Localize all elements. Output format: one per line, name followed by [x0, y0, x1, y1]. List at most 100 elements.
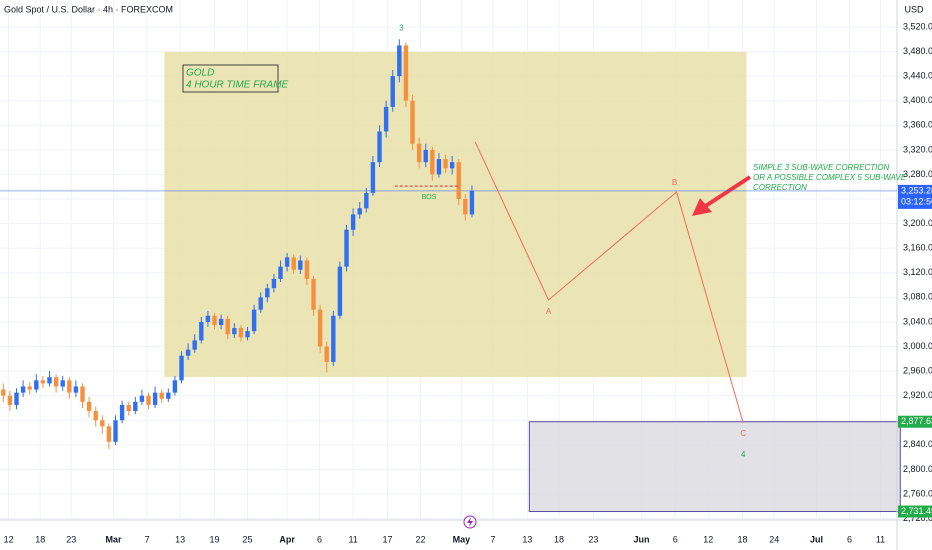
candle-body	[73, 386, 79, 393]
x-tick-label: 25	[243, 534, 253, 544]
candle-body	[383, 106, 389, 132]
candle-body	[291, 257, 296, 270]
price-tag	[898, 184, 932, 209]
x-tick-label: 18	[554, 534, 564, 544]
x-tick-label: 13	[175, 534, 185, 544]
candle-body	[80, 386, 85, 402]
zone	[528, 421, 901, 513]
candle-body	[152, 392, 158, 405]
candle-body	[100, 420, 105, 427]
y-tick-label: 2,720.00	[903, 513, 932, 523]
candle-body	[232, 328, 237, 335]
candle-body	[344, 229, 349, 267]
candle-body	[159, 392, 164, 399]
wave-label: B	[672, 178, 677, 187]
candle-body	[284, 257, 290, 267]
candle-body	[331, 315, 336, 362]
candle-body	[390, 76, 395, 107]
y-tick-label: 3,160.00	[903, 243, 932, 253]
chart-title: Gold Spot / U.S. Dollar · 4h · FOREXCOM	[4, 4, 173, 14]
candle-body	[133, 401, 138, 412]
candle-body	[456, 162, 461, 200]
candle-body	[238, 328, 244, 338]
y-tick-label: 2,760.00	[903, 488, 932, 498]
candle-body	[337, 266, 343, 316]
x-tick-label: Apr	[279, 534, 295, 544]
price-tag-label: 2,731.49	[901, 506, 932, 516]
bos-label: BOS	[422, 194, 437, 201]
candle-body	[185, 349, 191, 356]
candle-body	[265, 288, 270, 298]
candle-body	[34, 380, 39, 390]
candle-body	[146, 395, 151, 405]
candle-body	[218, 318, 224, 326]
candle-body	[225, 318, 230, 335]
candle-body	[166, 392, 171, 399]
wave-label: A	[546, 307, 552, 316]
x-tick-label: 11	[876, 534, 885, 544]
y-tick-label: 3,280.00	[903, 169, 932, 179]
candle-body	[1, 389, 6, 396]
candle-body	[93, 411, 98, 421]
x-tick-label: 6	[673, 534, 678, 544]
x-tick-label: 12	[703, 534, 713, 544]
candle-body	[245, 331, 250, 338]
candle-body	[350, 214, 356, 230]
x-tick-label: 12	[4, 534, 14, 544]
wave-label: 4	[741, 450, 746, 459]
candle-body	[436, 159, 442, 175]
price-tag-label: 2,877.63	[901, 416, 932, 426]
candle-body	[251, 309, 257, 332]
candle-body	[172, 380, 178, 393]
candle-body	[53, 377, 59, 387]
x-tick-label: 23	[588, 534, 598, 544]
candle-body	[179, 355, 184, 381]
candle-body	[126, 404, 131, 412]
y-tick-label: 3,200.00	[903, 218, 932, 228]
y-tick-label: 2,840.00	[903, 439, 932, 449]
y-tick-label: 3,440.00	[903, 71, 932, 81]
wave-label: C	[740, 429, 746, 438]
candle-body	[14, 392, 19, 405]
candle-body	[106, 426, 112, 442]
wave-path	[474, 141, 744, 424]
candle-body	[370, 162, 376, 193]
candle-body	[397, 45, 402, 77]
candle-body	[113, 420, 118, 442]
candle-body	[40, 380, 46, 384]
y-tick-label: 3,480.00	[903, 46, 932, 56]
candle-body	[278, 266, 283, 279]
price-tag	[898, 505, 932, 518]
y-tick-label: 3,320.00	[903, 144, 932, 154]
note-line: SIMPLE 3 SUB-WAVE CORRECTION	[753, 163, 890, 172]
candle-body	[324, 346, 329, 362]
text-box-line: GOLD	[186, 68, 214, 79]
x-tick-label: 6	[317, 534, 322, 544]
x-tick-label: May	[453, 534, 471, 544]
candle-body	[47, 377, 52, 384]
candle-body	[205, 315, 211, 322]
x-tick-label: 18	[35, 534, 45, 544]
candle-body	[304, 260, 310, 279]
note-line: OR A POSSIBLE COMPLEX 5 SUB-WAVE	[753, 173, 907, 182]
y-tick-label: 3,000.00	[903, 341, 932, 351]
x-tick-label: 7	[491, 534, 496, 544]
candle-body	[258, 297, 263, 310]
candle-body	[271, 278, 277, 289]
note-line: CORRECTION	[753, 183, 807, 192]
candle-body	[139, 395, 145, 402]
candle-body	[469, 190, 475, 215]
candle-body	[119, 404, 125, 421]
y-tick-label: 3,360.00	[903, 120, 932, 130]
y-tick-label: 2,960.00	[903, 365, 932, 375]
x-tick-label: 23	[66, 534, 76, 544]
candle-body	[443, 159, 448, 169]
y-tick-label: 3,520.00	[903, 21, 932, 31]
x-tick-label: 13	[522, 534, 532, 544]
candle-body	[192, 340, 197, 350]
candle-body	[27, 386, 32, 390]
candle-body	[416, 143, 422, 163]
candle-body	[67, 380, 72, 393]
price-tag	[898, 415, 932, 428]
